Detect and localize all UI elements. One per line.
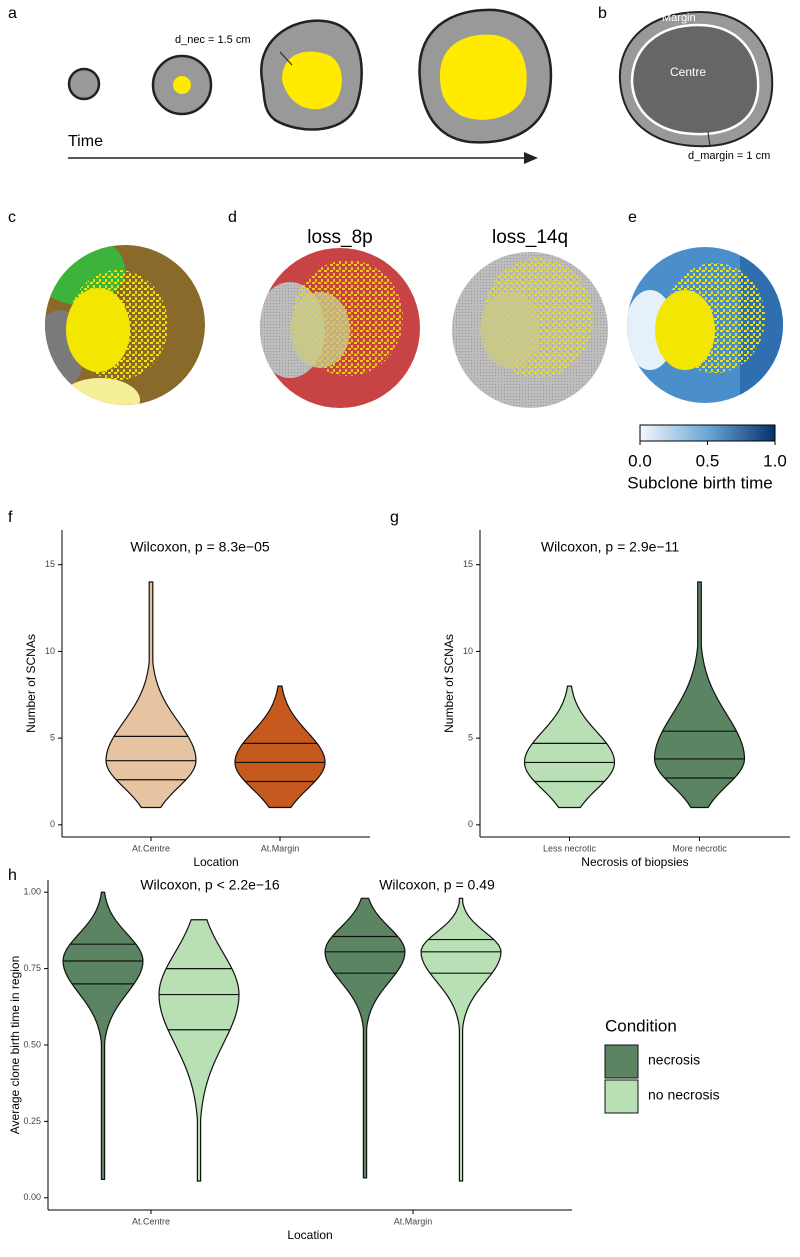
x-tick-label: At.Margin: [261, 843, 300, 853]
panel-letter: b: [598, 5, 607, 22]
colorbar-tick-label: 1.0: [763, 451, 787, 470]
panel-letter: d: [228, 209, 237, 226]
panel-title: loss_8p: [307, 227, 373, 248]
violin: [420, 897, 502, 1182]
legend-key: [604, 1044, 639, 1079]
panel-letter: g: [390, 509, 399, 526]
y-tick-label: 0.25: [23, 1116, 41, 1126]
clone-map: [45, 245, 205, 405]
y-tick-label: 10: [45, 646, 55, 656]
x-axis-title: Location: [287, 1228, 332, 1242]
violin: [523, 685, 616, 809]
label: Centre: [670, 65, 706, 79]
panel-letter: h: [8, 867, 17, 884]
panel-letter: a: [8, 5, 17, 22]
x-tick-label: More necrotic: [672, 843, 727, 853]
violin: [324, 897, 406, 1179]
y-tick-label: 15: [45, 559, 55, 569]
y-tick-label: 10: [463, 646, 473, 656]
loss-14q-map: [452, 252, 608, 408]
label: Margin: [662, 12, 696, 24]
margin-diagram: [618, 10, 774, 148]
birth-time-map: [627, 247, 783, 403]
x-tick-label: At.Centre: [132, 1216, 170, 1226]
legend-key: [604, 1079, 639, 1114]
y-tick-label: 0.50: [23, 1039, 41, 1049]
y-axis-title: Average clone birth time in region: [8, 956, 22, 1135]
violin: [62, 891, 144, 1181]
y-tick-label: 5: [468, 733, 473, 743]
annotation: Wilcoxon, p = 0.49: [379, 877, 495, 893]
axis-label: Time: [68, 133, 103, 150]
y-tick-label: 0: [50, 819, 55, 829]
violin: [105, 581, 197, 809]
panel-letter: f: [8, 509, 13, 526]
colorbar-tick-label: 0.0: [628, 451, 652, 470]
x-tick-label: At.Centre: [132, 843, 170, 853]
y-axis-title: Number of SCNAs: [442, 634, 456, 733]
loss-8p-map: [260, 248, 420, 408]
annotation: d_margin = 1 cm: [688, 150, 770, 162]
y-axis-title: Number of SCNAs: [24, 634, 38, 733]
violin: [234, 685, 326, 809]
y-tick-label: 15: [463, 559, 473, 569]
x-tick-label: At.Margin: [394, 1216, 433, 1226]
violin: [653, 581, 746, 809]
legend-label: no necrosis: [648, 1087, 720, 1103]
colorbar: [639, 424, 776, 442]
panel-letter: c: [8, 209, 16, 226]
colorbar-title: Subclone birth time: [627, 473, 773, 492]
x-tick-label: Less necrotic: [543, 843, 597, 853]
violin: [158, 919, 240, 1182]
annotation: Wilcoxon, p = 8.3e−05: [130, 539, 270, 555]
y-tick-label: 5: [50, 733, 55, 743]
legend-title: Condition: [605, 1016, 677, 1035]
y-tick-label: 0.75: [23, 963, 41, 973]
panel-title: loss_14q: [492, 227, 568, 248]
annotation: Wilcoxon, p < 2.2e−16: [140, 877, 280, 893]
y-tick-label: 0.00: [23, 1192, 41, 1202]
colorbar-tick-label: 0.5: [696, 451, 720, 470]
x-axis-title: Necrosis of biopsies: [581, 855, 688, 869]
legend-label: necrosis: [648, 1052, 700, 1068]
x-axis-title: Location: [193, 855, 238, 869]
y-tick-label: 1.00: [23, 887, 41, 897]
tumour-growth: [67, 8, 553, 164]
annotation: d_nec = 1.5 cm: [175, 34, 251, 46]
y-tick-label: 0: [468, 819, 473, 829]
panel-letter: e: [628, 209, 637, 226]
annotation: Wilcoxon, p = 2.9e−11: [541, 539, 679, 555]
